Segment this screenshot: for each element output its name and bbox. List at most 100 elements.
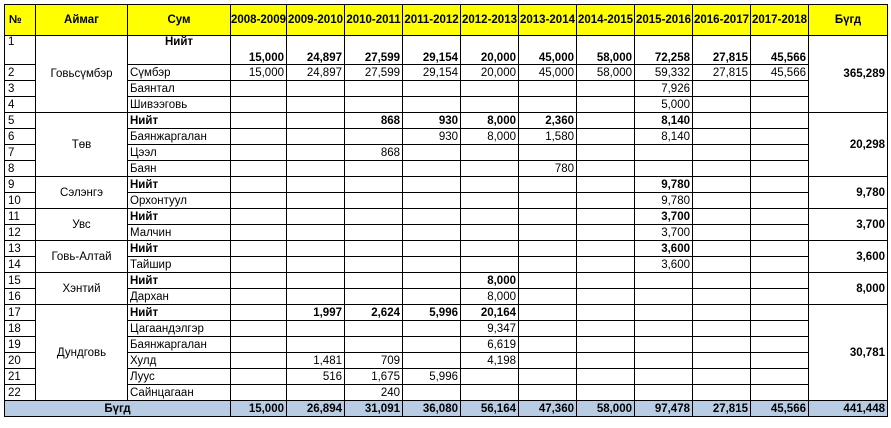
col-header-year: 2014-2015 <box>576 4 635 36</box>
grand-total-value: 31,091 <box>344 400 403 417</box>
value-cell: 24,897 <box>286 64 345 81</box>
value-cell: 20,000 <box>460 64 519 81</box>
value-cell: 45,566 <box>750 64 809 81</box>
grand-total-sum: 441,448 <box>808 400 888 417</box>
aimag-total-cell: 30,781 <box>808 304 888 401</box>
value-cell <box>344 208 403 225</box>
table-row: 6 Баянжаргалан 930 8,000 1,580 8,140 <box>4 128 888 145</box>
value-cell <box>286 240 345 257</box>
sum-cell: Луус <box>127 368 231 385</box>
value-cell <box>634 368 693 385</box>
sum-cell: Баян <box>127 160 231 177</box>
value-cell <box>692 128 751 145</box>
row-number: 5 <box>4 112 36 129</box>
value-cell <box>750 128 809 145</box>
value-cell: 5,000 <box>634 96 693 113</box>
value-cell <box>750 144 809 161</box>
value-cell: 2,360 <box>518 112 577 129</box>
value-cell <box>286 208 345 225</box>
value-cell <box>344 336 403 353</box>
value-cell <box>460 368 519 385</box>
sum-cell: Орхонтуул <box>127 192 231 209</box>
row-number: 6 <box>4 128 36 145</box>
table-row: 11 Увс Нийт 3,700 3,700 <box>4 208 888 241</box>
value-cell <box>230 304 287 321</box>
value-cell <box>750 256 809 273</box>
aimag-total-cell: 9,780 <box>808 176 888 209</box>
value-cell <box>286 192 345 209</box>
value-cell: 8,000 <box>460 128 519 145</box>
value-cell: 27,815 <box>692 64 751 81</box>
value-cell: 6,619 <box>460 336 519 353</box>
value-cell <box>750 80 809 97</box>
value-cell <box>402 160 461 177</box>
aimag-total-cell: 3,700 <box>808 208 888 241</box>
value-cell <box>750 288 809 305</box>
value-cell <box>286 256 345 273</box>
value-cell <box>286 80 345 97</box>
value-cell <box>692 96 751 113</box>
value-cell: 868 <box>344 112 403 129</box>
table-row: 19 Баянжаргалан 6,619 <box>4 336 888 353</box>
value-cell <box>230 240 287 257</box>
value-cell <box>692 176 751 193</box>
table-row: 10 Орхонтуул 9,780 <box>4 192 888 209</box>
value-cell <box>750 272 809 289</box>
col-header-sum: Сум <box>127 4 231 36</box>
row-number: 11 <box>4 208 36 225</box>
value-cell <box>286 320 345 337</box>
col-header-year: 2013-2014 <box>518 4 577 36</box>
col-header-year: 2011-2012 <box>402 4 461 36</box>
table-row: 1 Говьсүмбэр Нийт 15,000 24,897 27,599 29,154 2… <box>4 35 888 113</box>
value-cell <box>576 320 635 337</box>
value-cell <box>230 192 287 209</box>
value-cell <box>634 272 693 289</box>
value-cell <box>402 208 461 225</box>
value-cell <box>460 208 519 225</box>
value-cell <box>286 288 345 305</box>
value-cell <box>576 128 635 145</box>
value-cell <box>634 304 693 321</box>
table-row: 21 Луус 516 1,675 5,996 <box>4 368 888 385</box>
aimag-cell: Хэнтий <box>35 272 128 305</box>
grand-total-value: 36,080 <box>402 400 461 417</box>
value-cell: 9,347 <box>460 320 519 337</box>
value-cell <box>576 96 635 113</box>
value-cell <box>402 240 461 257</box>
grand-total-value: 47,360 <box>518 400 577 417</box>
value-cell <box>576 336 635 353</box>
value-cell <box>750 96 809 113</box>
value-cell <box>402 96 461 113</box>
table-row: 5 Төв Нийт 868 930 8,000 2,360 8,140 20,298 <box>4 112 888 177</box>
value-cell <box>576 368 635 385</box>
value-cell: 240 <box>344 384 403 401</box>
value-cell <box>750 240 809 257</box>
sum-cell: Шивээговь <box>127 96 231 113</box>
value-cell <box>576 208 635 225</box>
value-cell <box>518 96 577 113</box>
value-cell <box>692 144 751 161</box>
value-cell <box>692 272 751 289</box>
sum-cell: Баянжаргалан <box>127 128 231 145</box>
value-cell: 709 <box>344 352 403 369</box>
value-cell <box>518 224 577 241</box>
grand-total-value: 15,000 <box>230 400 287 417</box>
row-number: 21 <box>4 368 36 385</box>
sum-cell: Цагаандэлгэр <box>127 320 231 337</box>
subtotal-label: Нийт <box>127 112 231 129</box>
value-cell <box>286 160 345 177</box>
value-cell: 58,000 <box>576 35 635 65</box>
value-cell <box>286 336 345 353</box>
value-cell <box>750 352 809 369</box>
value-cell <box>344 288 403 305</box>
value-cell <box>344 128 403 145</box>
value-cell <box>634 352 693 369</box>
table-body: 1 Говьсүмбэр Нийт 15,000 24,897 27,599 29,154 2… <box>4 35 888 417</box>
grand-total-value: 97,478 <box>634 400 693 417</box>
grand-total-value: 56,164 <box>460 400 519 417</box>
sum-cell: Дархан <box>127 288 231 305</box>
sum-cell: Сүмбэр <box>127 64 231 81</box>
header-row: № Аймаг Сум 2008-2009 2009-2010 2010-2011 2… <box>4 4 888 36</box>
value-cell <box>750 336 809 353</box>
value-cell <box>460 96 519 113</box>
